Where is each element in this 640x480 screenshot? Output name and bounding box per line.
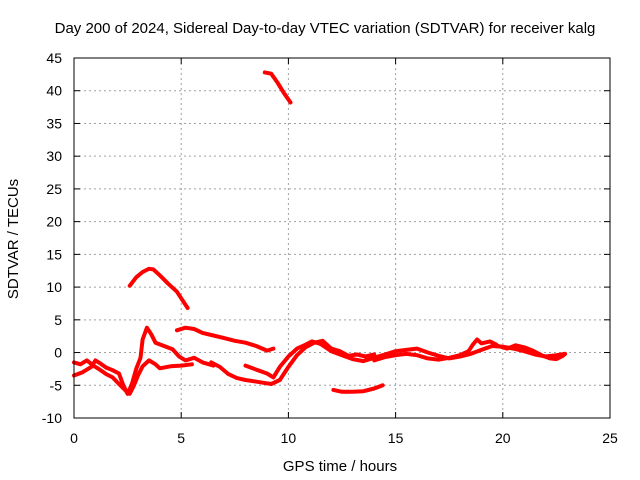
series-arc-9 [496, 343, 567, 362]
y-tick-label: 5 [54, 312, 62, 328]
y-tick-label: 0 [54, 345, 62, 361]
series-arc-8 [372, 337, 499, 363]
y-tick-label: 15 [46, 246, 62, 262]
y-tick-label: 20 [46, 214, 62, 230]
x-tick-label: 15 [388, 430, 404, 446]
x-tick-label: 0 [70, 430, 78, 446]
series-arc-4 [72, 325, 216, 396]
x-tick-label: 20 [495, 430, 511, 446]
series-arc-5 [174, 325, 276, 353]
grid-lines [74, 58, 610, 418]
x-tick-label: 10 [281, 430, 297, 446]
series-arc-2 [127, 266, 190, 310]
plot-frame [73, 57, 611, 419]
y-tick-label: 25 [46, 181, 62, 197]
x-axis-label: GPS time / hours [283, 458, 397, 475]
data-series-group [72, 70, 567, 396]
y-tick-label: 10 [46, 279, 62, 295]
y-axis-label: SDTVAR / TECUs [5, 179, 22, 299]
chart-title: Day 200 of 2024, Sidereal Day-to-day VTE… [55, 20, 596, 37]
y-tick-label: -10 [42, 410, 62, 426]
series-arc-10 [331, 383, 385, 394]
y-tick-label: 30 [46, 148, 62, 164]
series-arc-6 [209, 338, 377, 386]
y-tick-label: 40 [46, 83, 62, 99]
axis-ticks: 0 5 10 15 20 25 -10 -5 0 5 10 15 20 25 30 35 40 45 [42, 50, 618, 446]
y-tick-label: 45 [46, 50, 62, 66]
y-tick-label: 35 [46, 115, 62, 131]
series-arc-1 [262, 70, 293, 105]
x-tick-label: 25 [602, 430, 618, 446]
y-tick-label: -5 [50, 377, 63, 393]
x-tick-label: 5 [177, 430, 185, 446]
